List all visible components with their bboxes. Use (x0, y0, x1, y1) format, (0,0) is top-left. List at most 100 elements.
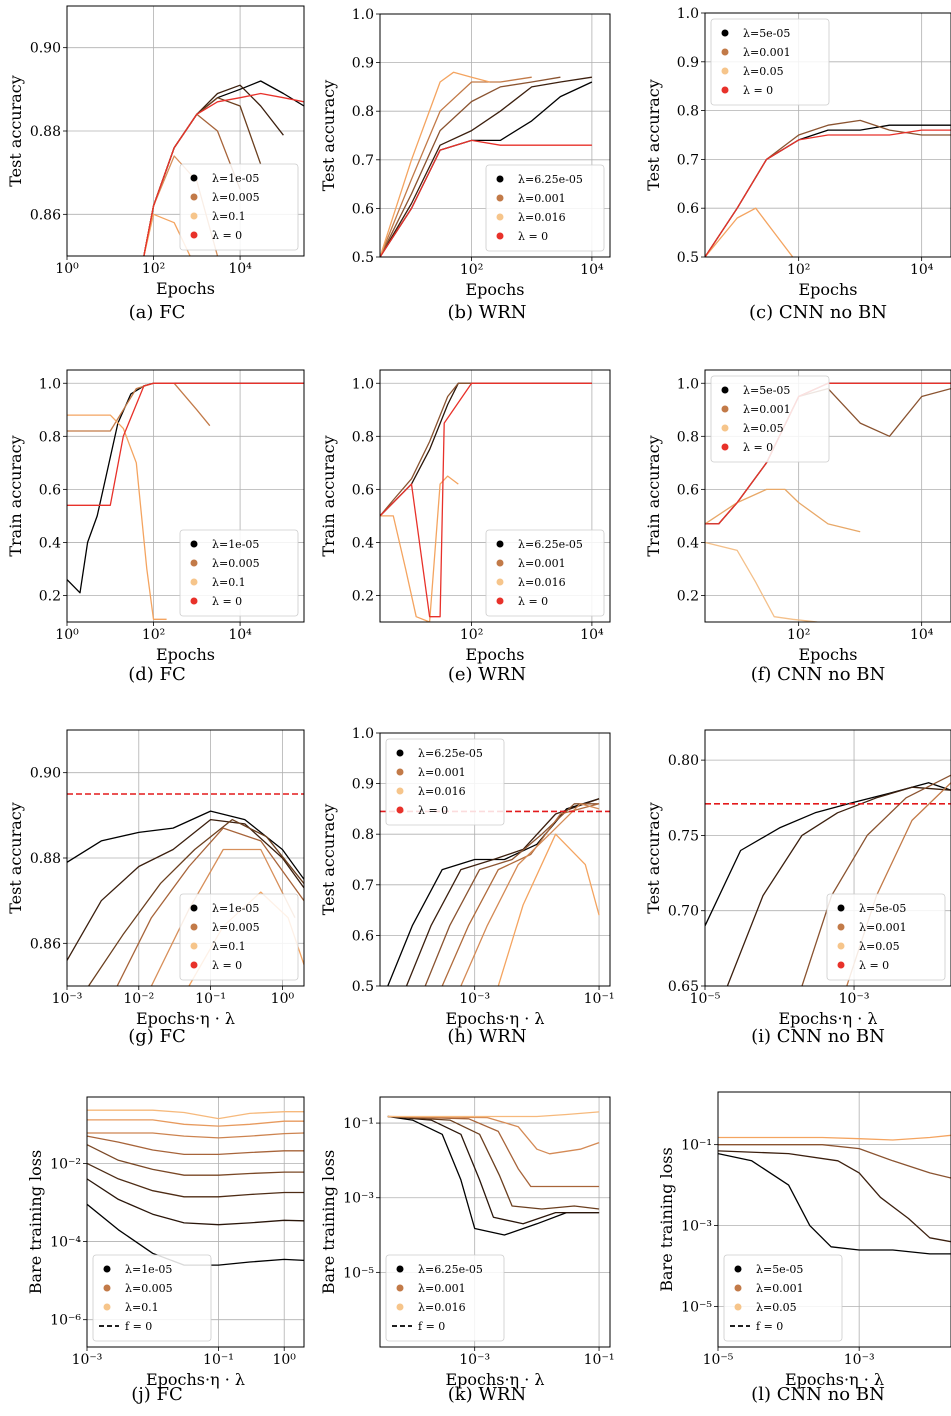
legend-box (385, 738, 505, 826)
legend-label: λ=5e-05 (743, 27, 790, 40)
x-tick-label: 10⁴ (910, 627, 934, 643)
series-line (387, 1115, 600, 1188)
panel-l: 10⁻⁵ 10⁻³ 10⁻⁵ 10⁻³ 10⁻¹ Epochs·η · λ Bare tra… (657, 1091, 951, 1405)
series-line (387, 1115, 600, 1236)
axes-frame (704, 369, 951, 623)
legend-label: λ = 0 (518, 595, 548, 608)
y-tick-label: 0.86 (30, 936, 61, 952)
y-tick-label: 10⁻² (50, 1156, 81, 1172)
series-line (380, 76, 561, 257)
legend-label: λ=0.1 (125, 1301, 159, 1314)
series-line (380, 76, 532, 257)
y-tick-label: 0.6 (39, 482, 61, 498)
legend-label: λ=0.1 (212, 940, 246, 953)
x-tick-label: 10⁻³ (72, 1352, 103, 1368)
legend-box (826, 893, 946, 981)
series-line (718, 1152, 951, 1255)
x-axis-label: Epochs·η · λ (146, 1370, 245, 1389)
legend: λ=6.25e-05 λ=0.001 λ=0.016 λ = 0 (385, 738, 505, 826)
series-group (67, 382, 304, 620)
x-tick-label: 10⁻⁵ (703, 1352, 734, 1368)
legend-box (723, 1254, 843, 1342)
panel-caption: (h) WRN (447, 1026, 526, 1047)
y-tick-label: 0.9 (352, 777, 374, 793)
panel-caption: (k) WRN (448, 1384, 526, 1405)
series-group (380, 71, 593, 257)
legend-marker (496, 578, 504, 586)
panel-a: 10⁰ 10² 10⁴ 0.86 0.88 0.90 Epochs Test accuracy… (6, 5, 305, 323)
legend-label: λ=0.016 (418, 1301, 466, 1314)
panel-k: 10⁻³ 10⁻¹ 10⁻⁵ 10⁻³ 10⁻¹ Epochs·η · λ Bare tra… (319, 1096, 614, 1405)
series-line (380, 139, 592, 257)
y-tick-label: 0.6 (677, 201, 699, 217)
legend-label: λ=0.016 (518, 211, 566, 224)
axes-frame (66, 369, 305, 623)
series-group (380, 382, 592, 622)
series-line (705, 541, 818, 622)
series-group (705, 119, 951, 257)
legend-box (179, 893, 299, 981)
y-tick-label: 0.6 (352, 482, 374, 498)
y-tick-label: 0.5 (352, 979, 374, 995)
x-axis-label: Epochs·η · λ (445, 1009, 544, 1028)
legend-label: λ=0.001 (756, 1282, 804, 1295)
legend-marker (721, 443, 729, 451)
y-axis-label: Test accuracy (319, 80, 338, 192)
legend-marker (721, 386, 729, 394)
x-tick-label: 10⁴ (580, 262, 604, 278)
series-line (67, 818, 304, 961)
legend-marker (396, 1303, 404, 1311)
legend-marker (396, 1284, 404, 1292)
legend-label: λ=0.005 (212, 557, 260, 570)
x-axis-label: Epochs (156, 645, 215, 664)
x-axis-label: Epochs·η · λ (785, 1370, 884, 1389)
legend: λ=1e-05 λ=0.005 λ=0.1 λ = 0 (179, 893, 299, 981)
legend-label: λ=0.001 (418, 1282, 466, 1295)
panel-e: 10² 10⁴ 0.2 0.4 0.6 0.8 1.0 Epochs Train accurac… (319, 369, 611, 685)
x-tick-label: 10⁻³ (839, 991, 870, 1007)
series-line (67, 382, 304, 506)
x-tick-label: 10⁴ (580, 627, 604, 643)
series-line (387, 1111, 600, 1118)
legend-box (179, 529, 299, 617)
legend-marker (190, 193, 198, 201)
series-line (387, 1115, 600, 1155)
x-tick-label: 10⁻³ (52, 991, 83, 1007)
x-tick-label: 10⁻⁵ (690, 991, 721, 1007)
legend-label: λ=0.05 (743, 422, 784, 435)
legend-marker (721, 29, 729, 37)
legend: λ=6.25e-05 λ=0.001 λ=0.016 λ = 0 (485, 164, 605, 252)
panel-g: 10⁻³ 10⁻² 10⁻¹ 10⁰ 0.86 0.88 0.90 Epochs·η · λ T… (6, 729, 305, 1047)
x-tick-label: 10⁰ (55, 627, 79, 643)
x-tick-label: 10⁰ (55, 261, 79, 277)
legend: λ=1e-05 λ=0.005 λ=0.1 λ = 0 (179, 529, 299, 617)
legend-label: λ = 0 (212, 595, 242, 608)
legend: λ=5e-05 λ=0.001 λ=0.05 λ = 0 (826, 893, 946, 981)
series-line (143, 92, 304, 256)
legend-label: λ=5e-05 (743, 384, 790, 397)
panel-j: 10⁻³ 10⁻¹ 10⁰ 10⁻⁶ 10⁻⁴ 10⁻² Epochs·η · λ Bare … (26, 1096, 305, 1405)
series-line (380, 71, 490, 257)
y-axis-label: Test accuracy (319, 804, 338, 916)
legend-marker (190, 540, 198, 548)
axes-frame (379, 732, 611, 987)
series-group (718, 1134, 951, 1255)
x-tick-label: 10⁴ (228, 627, 252, 643)
legend-label: λ = 0 (743, 84, 773, 97)
series-line (718, 1134, 951, 1141)
y-tick-label: 0.8 (352, 429, 374, 445)
legend-label: λ=0.005 (212, 921, 260, 934)
legend-marker (396, 768, 404, 776)
legend-label: λ=0.1 (212, 576, 246, 589)
y-tick-label: 0.7 (352, 153, 374, 169)
legend-label: λ=0.001 (859, 921, 907, 934)
series-line (87, 1135, 304, 1156)
legend-marker (496, 597, 504, 605)
x-axis-label: Epochs (798, 645, 857, 664)
x-axis-label: Epochs (156, 279, 215, 298)
series-line (116, 827, 304, 986)
panel-caption: (e) WRN (448, 664, 526, 685)
legend-marker (190, 942, 198, 950)
legend-label: λ=1e-05 (125, 1263, 172, 1276)
y-axis-label: Test accuracy (6, 802, 25, 914)
